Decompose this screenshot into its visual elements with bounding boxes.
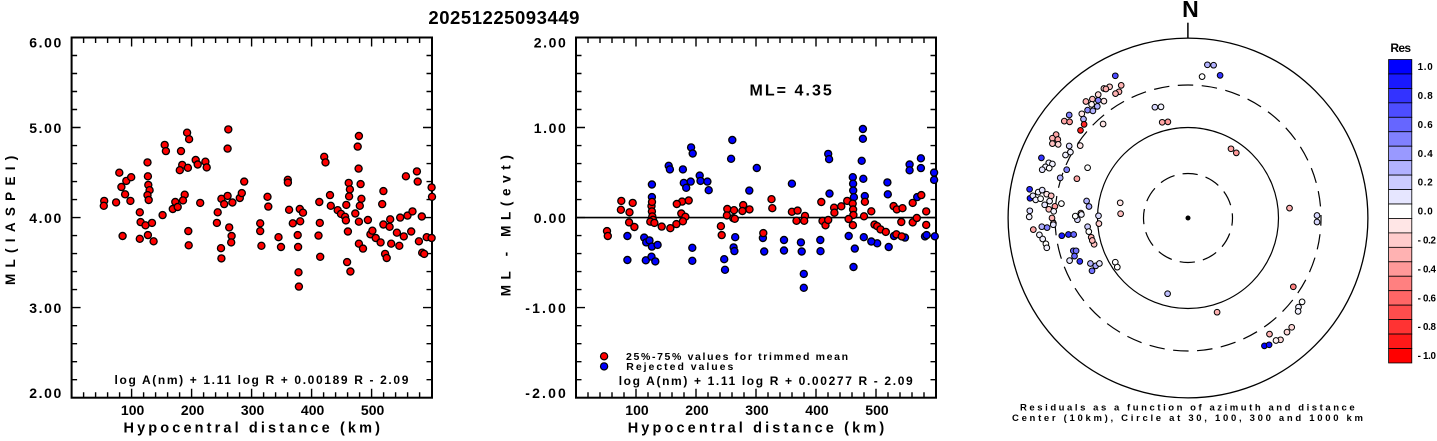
svg-text:- 0.4: - 0.4 xyxy=(1418,264,1437,275)
svg-text:100: 100 xyxy=(625,402,649,418)
svg-text:300: 300 xyxy=(241,402,265,418)
svg-text:300: 300 xyxy=(745,402,769,418)
svg-text:3.00: 3.00 xyxy=(29,300,61,316)
svg-text:- 0.6: - 0.6 xyxy=(1418,293,1437,304)
svg-text:Hypocentral distance (km): Hypocentral distance (km) xyxy=(628,421,885,437)
svg-text:0.8: 0.8 xyxy=(1418,91,1434,102)
svg-text:- 1.0: - 1.0 xyxy=(1418,351,1437,362)
svg-text:ML= 4.35: ML= 4.35 xyxy=(750,83,832,100)
svg-text:0.6: 0.6 xyxy=(1418,120,1434,131)
svg-text:20251225093449: 20251225093449 xyxy=(428,7,579,28)
svg-text:500: 500 xyxy=(361,402,385,418)
svg-text:- 0.8: - 0.8 xyxy=(1418,322,1437,333)
svg-text:0.00: 0.00 xyxy=(534,210,566,226)
svg-text:6.00: 6.00 xyxy=(29,35,61,51)
svg-text:Hypocentral distance (km): Hypocentral distance (km) xyxy=(124,421,381,437)
svg-text:Res: Res xyxy=(1390,41,1411,55)
svg-text:4.00: 4.00 xyxy=(29,210,61,226)
svg-text:5.00: 5.00 xyxy=(29,120,61,136)
svg-text:- 0.2: - 0.2 xyxy=(1418,236,1437,247)
svg-text:200: 200 xyxy=(685,402,709,418)
svg-text:0.0: 0.0 xyxy=(1418,207,1434,218)
svg-text:0.4: 0.4 xyxy=(1418,149,1434,160)
svg-text:Center (10km), Circle at 30, 1: Center (10km), Circle at 30, 100, 300 an… xyxy=(1012,413,1363,424)
svg-text:Residuals as a function of azi: Residuals as a function of azimuth and d… xyxy=(1020,402,1355,413)
svg-text:ML - ML(evt): ML - ML(evt) xyxy=(499,155,514,296)
svg-text:N: N xyxy=(1182,0,1199,22)
svg-text:log A(nm) + 1.11 log R + 0.001: log A(nm) + 1.11 log R + 0.00189 R - 2.0… xyxy=(115,373,409,387)
svg-text:200: 200 xyxy=(181,402,205,418)
svg-text:-2.00: -2.00 xyxy=(525,385,566,401)
svg-text:500: 500 xyxy=(865,402,889,418)
svg-text:0.2: 0.2 xyxy=(1418,178,1434,189)
svg-text:100: 100 xyxy=(121,402,145,418)
svg-text:2.00: 2.00 xyxy=(534,35,566,51)
svg-text:Rejected values: Rejected values xyxy=(626,361,733,373)
svg-text:2.00: 2.00 xyxy=(29,385,61,401)
svg-text:-1.00: -1.00 xyxy=(525,300,566,316)
svg-text:1.0: 1.0 xyxy=(1418,62,1434,73)
svg-text:1.00: 1.00 xyxy=(534,120,566,136)
svg-text:log A(nm) + 1.11 log R + 0.002: log A(nm) + 1.11 log R + 0.00277 R - 2.0… xyxy=(619,374,913,388)
svg-text:400: 400 xyxy=(301,402,325,418)
svg-text:400: 400 xyxy=(805,402,829,418)
